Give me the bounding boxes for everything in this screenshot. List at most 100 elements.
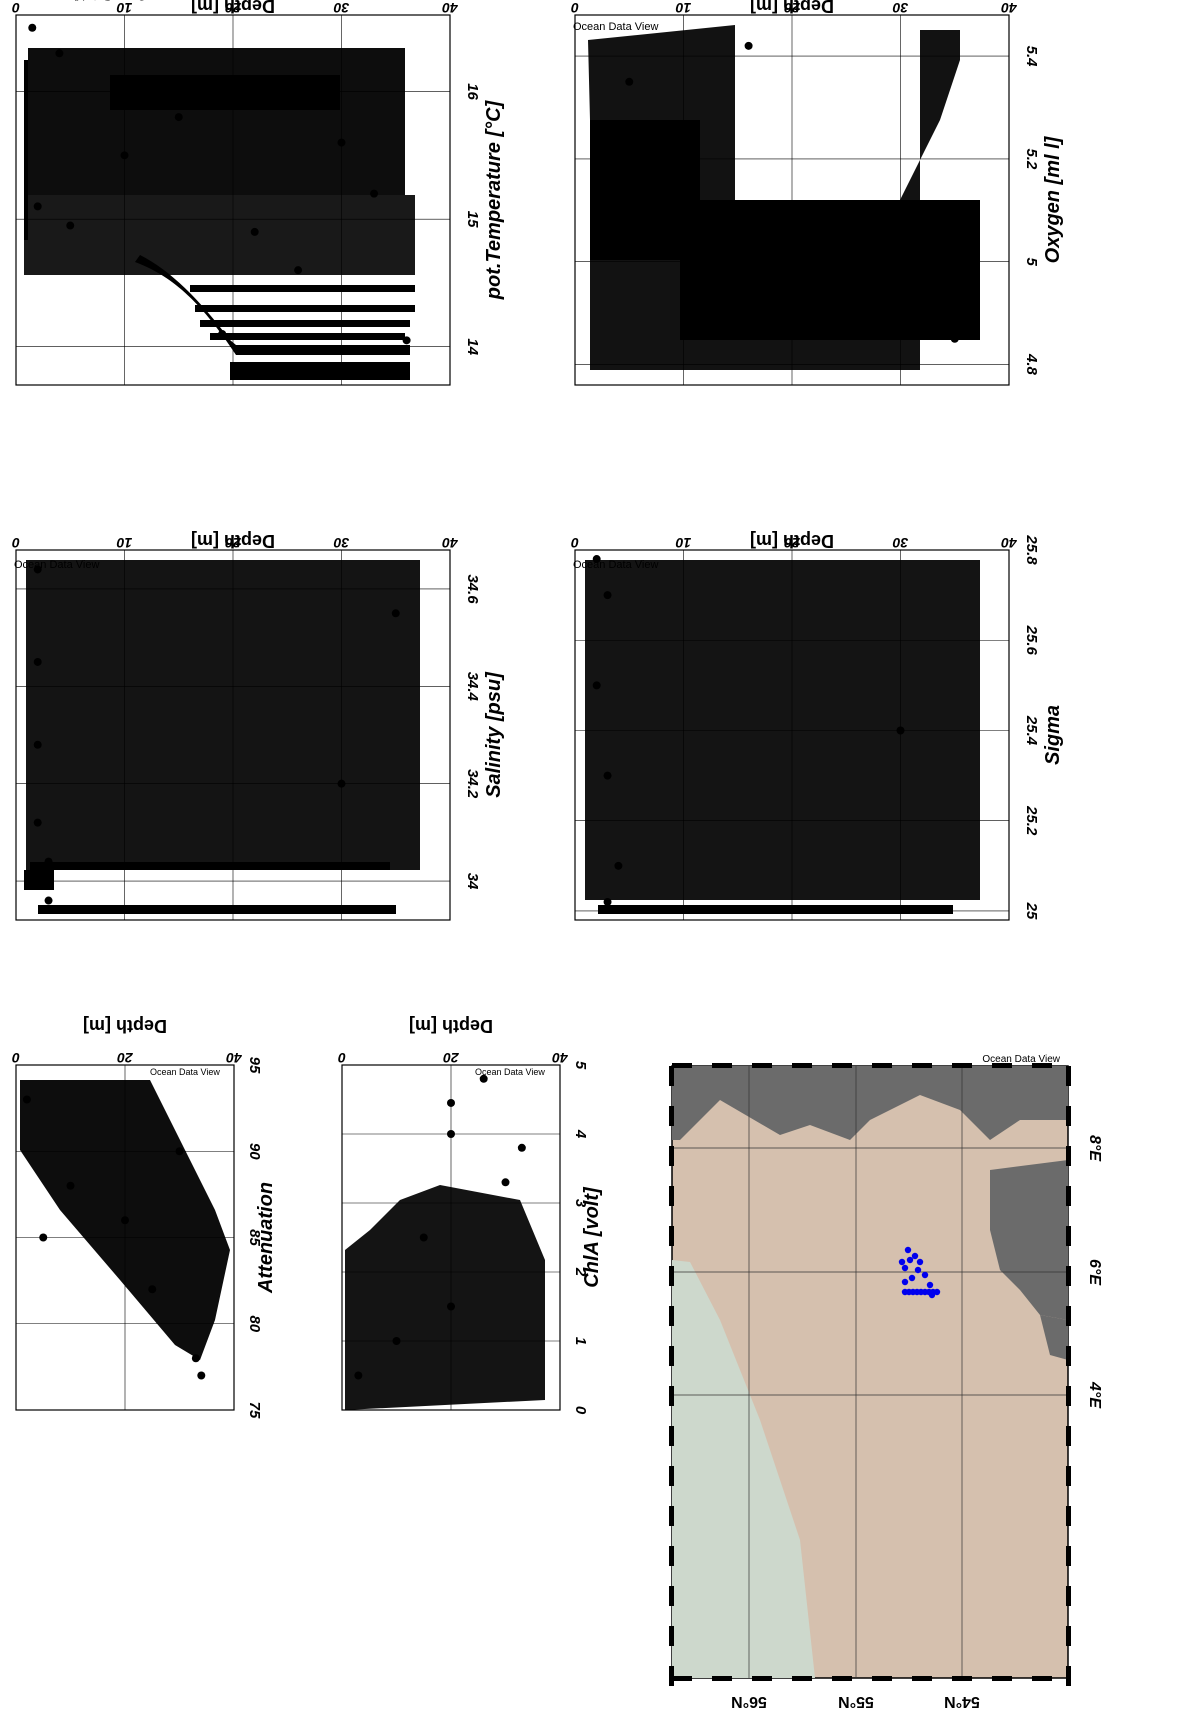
- oxygen-profiles: [588, 25, 980, 370]
- chla-panel: Ocean Data View: [341, 1064, 561, 1411]
- y-tick-label: 10: [117, 0, 133, 16]
- x-tick-label: 25.6: [1023, 625, 1040, 656]
- x-tick-label: 16: [464, 83, 481, 100]
- data-point: [479, 1074, 488, 1083]
- x-axis-title: Attenuation: [255, 1182, 277, 1294]
- map-latitude-label: 56°N: [731, 1693, 767, 1710]
- map-land-east-2: [1040, 1315, 1068, 1360]
- chla-profiles: [345, 1185, 545, 1410]
- map-deep-water: [672, 1260, 815, 1678]
- station-marker: [901, 1278, 909, 1286]
- x-tick-label: 34.4: [464, 672, 481, 702]
- y-tick-label: 40: [226, 1050, 243, 1066]
- data-point: [447, 1098, 455, 1107]
- sigma-panel: Ocean Data View: [573, 549, 1010, 921]
- station-markers: [898, 1246, 941, 1299]
- x-tick-label: 80: [246, 1315, 263, 1332]
- y-tick-label: 10: [676, 0, 692, 16]
- station-marker: [921, 1271, 929, 1279]
- x-tick-label: 15: [464, 211, 481, 228]
- x-axis-title: Salinity [psu]: [483, 671, 505, 798]
- y-tick-label: 20: [784, 535, 801, 551]
- data-point: [501, 1178, 510, 1187]
- x-tick-label: 25.8: [1023, 534, 1040, 565]
- x-tick-label: 34.6: [464, 574, 481, 604]
- x-tick-label: 34.2: [464, 769, 481, 799]
- station-marker: [916, 1258, 924, 1266]
- y-axis-title: Depth [m]: [191, 0, 275, 16]
- data-point: [39, 1233, 48, 1242]
- attenuation-profiles: [20, 1080, 230, 1360]
- map-grid: [669, 1063, 1071, 1686]
- y-axis-title: Depth [m]: [191, 531, 275, 551]
- station-marker: [933, 1288, 941, 1296]
- x-tick-label: 5.2: [1023, 148, 1040, 170]
- y-tick-label: 10: [676, 535, 692, 551]
- oxygen-panel: Ocean Data View: [573, 14, 1010, 386]
- y-tick-label: 20: [225, 0, 242, 16]
- temperature-profiles: [24, 48, 415, 380]
- x-axis-title: ChlA [volt]: [581, 1186, 603, 1288]
- y-axis-title: Depth [m]: [83, 1016, 167, 1036]
- y-tick-label: 30: [893, 0, 909, 16]
- y-tick-label: 40: [552, 1050, 569, 1066]
- y-tick-label: 0: [12, 0, 20, 16]
- data-point: [44, 896, 53, 905]
- y-tick-label: 40: [1001, 0, 1018, 16]
- x-tick-label: 0: [572, 1406, 589, 1415]
- station-marker: [901, 1264, 909, 1272]
- y-tick-label: 0: [12, 1050, 20, 1066]
- y-axis-title: Depth [m]: [409, 1016, 493, 1036]
- y-tick-label: 30: [334, 0, 350, 16]
- x-tick-label: 25.2: [1023, 805, 1040, 836]
- x-tick-label: 5: [572, 1061, 589, 1070]
- x-tick-label: 1: [572, 1337, 589, 1345]
- station-marker: [914, 1266, 922, 1274]
- map-land-north: [672, 1066, 1068, 1140]
- station-marker: [908, 1274, 916, 1282]
- x-axis-title: Oxygen [ml l]: [1042, 135, 1064, 263]
- map-latitude-label: 54°N: [944, 1693, 980, 1710]
- attenuation-watermark: Ocean Data View: [150, 1067, 220, 1077]
- y-tick-label: 0: [571, 535, 579, 551]
- chla-watermark: Ocean Data View: [475, 1067, 545, 1077]
- y-tick-label: 10: [117, 535, 133, 551]
- y-tick-label: 40: [442, 0, 459, 16]
- data-point: [744, 41, 753, 50]
- map-longitude-label: 8°E: [1086, 1135, 1103, 1162]
- x-tick-label: 34: [464, 873, 481, 890]
- x-axis-title: Sigma: [1042, 705, 1064, 765]
- y-tick-label: 40: [442, 535, 459, 551]
- y-tick-label: 40: [1001, 535, 1018, 551]
- x-tick-label: 25: [1023, 902, 1040, 920]
- data-point: [517, 1143, 526, 1152]
- x-tick-label: 14: [464, 338, 481, 355]
- station-marker: [911, 1252, 919, 1260]
- map-longitude-label: 6°E: [1086, 1259, 1103, 1286]
- station-marker: [904, 1246, 912, 1254]
- data-point: [28, 23, 37, 32]
- y-tick-label: 30: [334, 535, 350, 551]
- attenuation-panel: Ocean Data View: [15, 1064, 235, 1411]
- station-marker: [926, 1281, 934, 1289]
- y-tick-label: 20: [784, 0, 801, 16]
- x-tick-label: 75: [246, 1402, 263, 1419]
- x-tick-label: 4: [572, 1129, 589, 1139]
- y-tick-label: 0: [571, 0, 579, 16]
- data-point: [197, 1371, 206, 1380]
- map-longitude-label: 4°E: [1086, 1381, 1103, 1409]
- y-tick-label: 20: [225, 535, 242, 551]
- temperature-watermark: Ocean Data View: [61, 0, 146, 2]
- x-tick-label: 90: [246, 1143, 263, 1160]
- y-tick-label: 20: [117, 1050, 134, 1066]
- y-tick-label: 30: [893, 535, 909, 551]
- sigma-watermark: Ocean Data View: [573, 559, 658, 571]
- salinity-panel: Ocean Data View: [14, 549, 451, 921]
- station-map: Ocean Data View: [669, 1054, 1071, 1686]
- sigma-profiles: [585, 560, 980, 914]
- map-latitude-label: 55°N: [838, 1693, 874, 1710]
- data-point: [447, 1130, 455, 1138]
- x-tick-label: 95: [246, 1057, 263, 1074]
- x-axis-title: pot.Temperature [°C]: [483, 99, 505, 300]
- x-tick-label: 2: [572, 1267, 589, 1277]
